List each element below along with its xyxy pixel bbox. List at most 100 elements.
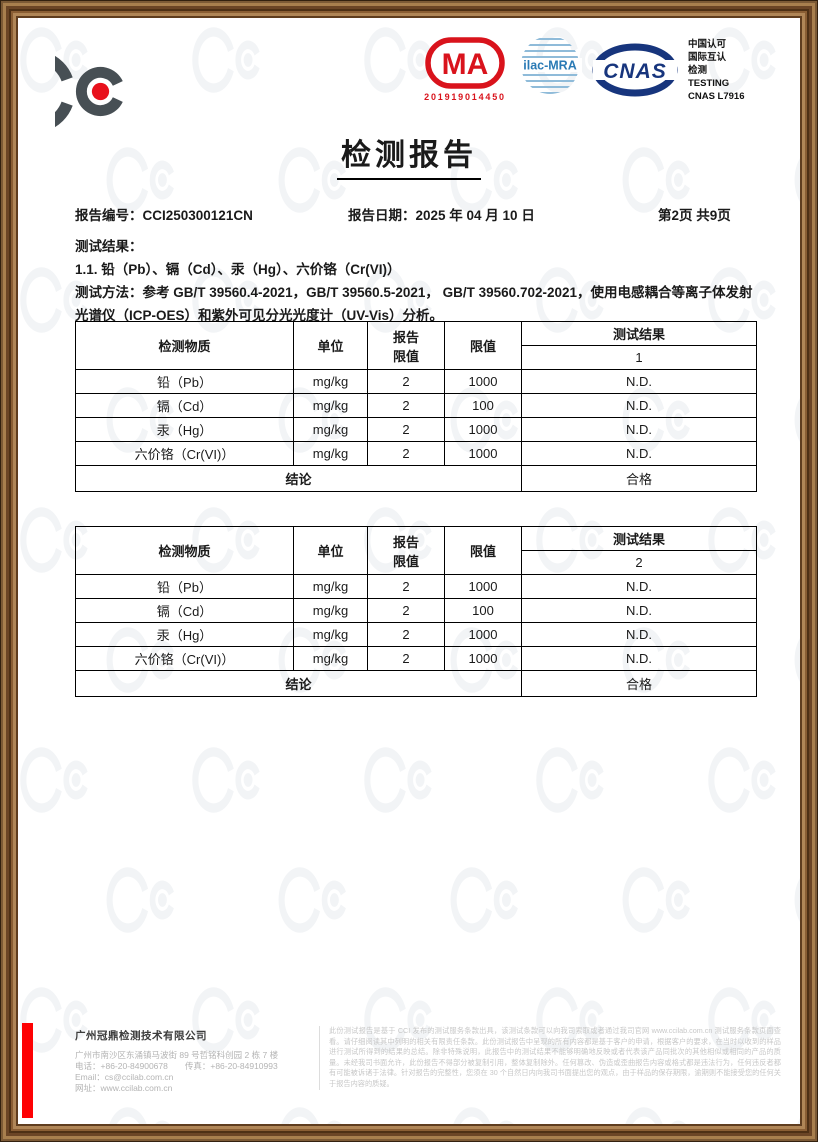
cell-limit: 100 <box>444 598 522 623</box>
table-row: 六价铬（Cr(VI)） mg/kg 2 1000 N.D. <box>75 646 757 671</box>
page-title: 检测报告 <box>337 130 481 180</box>
conclusion-row: 结论 合格 <box>75 465 757 492</box>
cell-result: N.D. <box>521 417 757 442</box>
cell-result: N.D. <box>521 369 757 394</box>
table-header-unit: 单位 <box>293 321 368 370</box>
cma-badge-icon: MA 201919014450 <box>424 37 506 102</box>
conclusion-label: 结论 <box>75 465 522 492</box>
table-header-limit: 限值 <box>444 526 522 575</box>
cell-report-limit: 2 <box>367 622 445 647</box>
accreditation-text: 中国认可 国际互认 检测 TESTING CNAS L7916 <box>688 38 745 103</box>
cell-substance: 汞（Hg） <box>75 417 294 442</box>
company-logo-icon <box>55 55 123 128</box>
company-name: 广州冠鼎检测技术有限公司 <box>75 1030 207 1042</box>
cell-substance: 铅（Pb） <box>75 369 294 394</box>
table-header-substance: 检测物质 <box>75 526 294 575</box>
table-row: 汞（Hg） mg/kg 2 1000 N.D. <box>75 622 757 647</box>
ilac-mra-badge-icon: ilac-MRA <box>518 38 582 94</box>
conclusion-row: 结论 合格 <box>75 670 757 697</box>
results-table-1: 检测物质 单位 报告 限值 限值 测试结果 1 铅（Pb） mg/kg 2 100… <box>75 321 757 492</box>
cell-substance: 六价铬（Cr(VI)） <box>75 646 294 671</box>
cell-unit: mg/kg <box>293 574 368 599</box>
table-header-substance: 检测物质 <box>75 321 294 370</box>
certification-badges: MA 201919014450 ilac-MRA <box>422 34 745 104</box>
table-header-result-sub: 1 <box>521 345 757 370</box>
footer-company-block: 广州冠鼎检测技术有限公司 广州市南沙区东涌镇马波街 89 号哲铭科创园 2 栋 … <box>75 1028 315 1094</box>
cell-substance: 镉（Cd） <box>75 598 294 623</box>
accreditation-line: TESTING <box>688 78 730 89</box>
footer-red-bar <box>22 1023 33 1118</box>
cell-substance: 铅（Pb） <box>75 574 294 599</box>
cell-limit: 1000 <box>444 417 522 442</box>
svg-text:201919014450: 201919014450 <box>424 92 506 102</box>
accreditation-line: 检测 <box>688 65 708 76</box>
table-row: 镉（Cd） mg/kg 2 100 N.D. <box>75 598 757 623</box>
cell-limit: 1000 <box>444 574 522 599</box>
cell-unit: mg/kg <box>293 622 368 647</box>
cell-report-limit: 2 <box>367 646 445 671</box>
accreditation-line: 国际互认 <box>688 52 727 63</box>
report-number: 报告编号：CCI250300121CN <box>75 208 253 223</box>
svg-text:ilac-MRA: ilac-MRA <box>523 59 576 73</box>
table-row: 汞（Hg） mg/kg 2 1000 N.D. <box>75 417 757 442</box>
table-header-result-sub: 2 <box>521 550 757 575</box>
cell-result: N.D. <box>521 598 757 623</box>
table-header-report-limit: 报告 限值 <box>367 526 445 575</box>
results-table-2: 检测物质 单位 报告 限值 限值 测试结果 2 铅（Pb） mg/kg 2 100… <box>75 526 757 697</box>
accreditation-line: CNAS L7916 <box>688 91 745 102</box>
table-header-report-limit: 报告 限值 <box>367 321 445 370</box>
svg-text:MA: MA <box>442 48 489 81</box>
cell-limit: 1000 <box>444 622 522 647</box>
cell-substance: 六价铬（Cr(VI)） <box>75 441 294 466</box>
cnas-badge-icon: CNAS <box>592 43 678 97</box>
report-date: 报告日期：2025 年 04 月 10 日 <box>348 208 535 223</box>
table-header-unit: 单位 <box>293 526 368 575</box>
cell-result: N.D. <box>521 574 757 599</box>
accreditation-line: 中国认可 <box>688 39 727 50</box>
table-row: 六价铬（Cr(VI)） mg/kg 2 1000 N.D. <box>75 441 757 466</box>
cell-limit: 1000 <box>444 441 522 466</box>
svg-text:CNAS: CNAS <box>603 60 667 83</box>
table-header-result: 测试结果 <box>521 321 757 346</box>
cell-report-limit: 2 <box>367 574 445 599</box>
cell-result: N.D. <box>521 622 757 647</box>
cell-report-limit: 2 <box>367 393 445 418</box>
cell-report-limit: 2 <box>367 441 445 466</box>
cell-unit: mg/kg <box>293 646 368 671</box>
test-item-line: 1.1. 铅（Pb）、镉（Cd）、汞（Hg）、六价铬（Cr(VI)） <box>75 262 401 277</box>
results-label: 测试结果： <box>75 239 143 254</box>
cell-limit: 1000 <box>444 369 522 394</box>
table-row: 镉（Cd） mg/kg 2 100 N.D. <box>75 393 757 418</box>
table-row: 铅（Pb） mg/kg 2 1000 N.D. <box>75 369 757 394</box>
cell-unit: mg/kg <box>293 441 368 466</box>
disclaimer-text: 此份测试报告是基于 CCI 发布的测试服务条款出具，该测试条款可以向我司索取或者… <box>319 1026 781 1090</box>
test-method-line: 测试方法：参考 GB/T 39560.4-2021，GB/T 39560.5-2… <box>75 285 753 323</box>
conclusion-value: 合格 <box>521 670 757 697</box>
cell-result: N.D. <box>521 393 757 418</box>
company-address: 广州市南沙区东涌镇马波街 89 号哲铭科创园 2 栋 7 楼 <box>75 1050 279 1060</box>
cell-result: N.D. <box>521 441 757 466</box>
table-header-result: 测试结果 <box>521 526 757 551</box>
cell-unit: mg/kg <box>293 369 368 394</box>
cell-report-limit: 2 <box>367 369 445 394</box>
cell-report-limit: 2 <box>367 598 445 623</box>
cell-result: N.D. <box>521 646 757 671</box>
company-email: Email：cs@ccilab.com.cn <box>75 1072 174 1082</box>
table-header-limit: 限值 <box>444 321 522 370</box>
cell-limit: 100 <box>444 393 522 418</box>
cell-unit: mg/kg <box>293 393 368 418</box>
cell-unit: mg/kg <box>293 598 368 623</box>
conclusion-value: 合格 <box>521 465 757 492</box>
cell-report-limit: 2 <box>367 417 445 442</box>
cell-unit: mg/kg <box>293 417 368 442</box>
company-website: 网址：www.ccilab.com.cn <box>75 1083 173 1093</box>
cell-substance: 汞（Hg） <box>75 622 294 647</box>
page-content: MA 201919014450 ilac-MRA <box>18 18 800 1124</box>
page-number: 第2页 共9页 <box>658 208 731 223</box>
table-row: 铅（Pb） mg/kg 2 1000 N.D. <box>75 574 757 599</box>
intro-text: 测试结果： 1.1. 铅（Pb）、镉（Cd）、汞（Hg）、六价铬（Cr(VI)）… <box>75 235 753 327</box>
report-info-row: 报告编号：CCI250300121CN 报告日期：2025 年 04 月 10 … <box>18 204 800 224</box>
company-phone-fax: 电话：+86-20-84900678 传真：+86-20-84910993 <box>75 1061 278 1071</box>
cell-substance: 镉（Cd） <box>75 393 294 418</box>
